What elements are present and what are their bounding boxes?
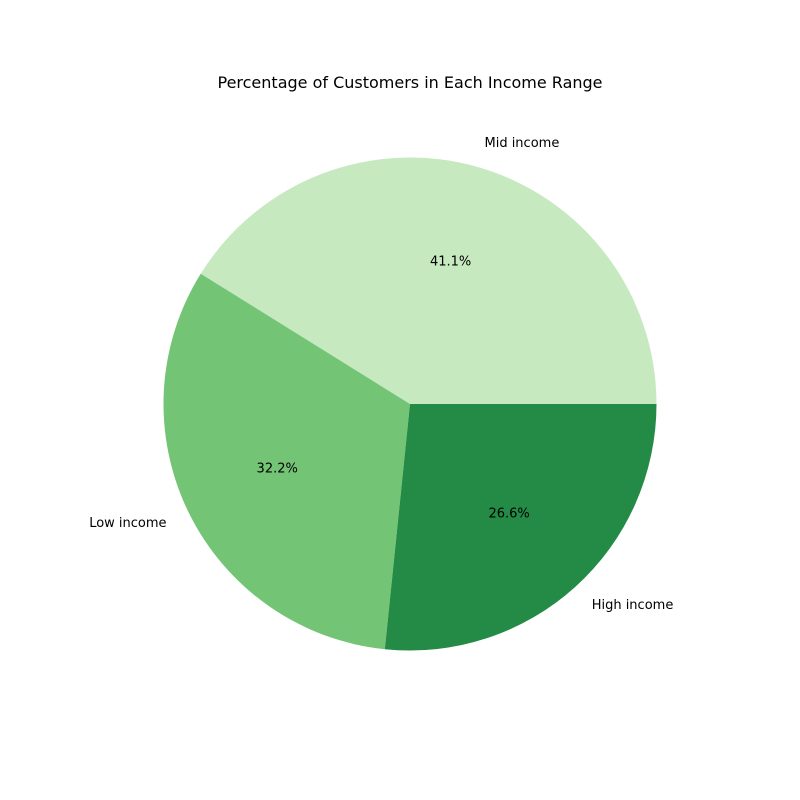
pie-slice-high-income <box>384 404 657 651</box>
slice-label-low-income: Low income <box>89 516 166 531</box>
pct-label-mid-income: 41.1% <box>430 254 471 269</box>
slice-label-high-income: High income <box>592 598 674 613</box>
pct-label-high-income: 26.6% <box>488 506 529 521</box>
slice-label-mid-income: Mid income <box>484 136 559 151</box>
pie-labels: Mid income 41.1% Low income 32.2% High incom… <box>89 136 673 613</box>
pie-slice-low-income <box>163 273 410 650</box>
pie-slice-mid-income <box>200 157 657 404</box>
pie-slices <box>163 157 657 651</box>
pct-label-low-income: 32.2% <box>257 462 298 477</box>
chart-title: Percentage of Customers in Each Income R… <box>217 73 602 92</box>
